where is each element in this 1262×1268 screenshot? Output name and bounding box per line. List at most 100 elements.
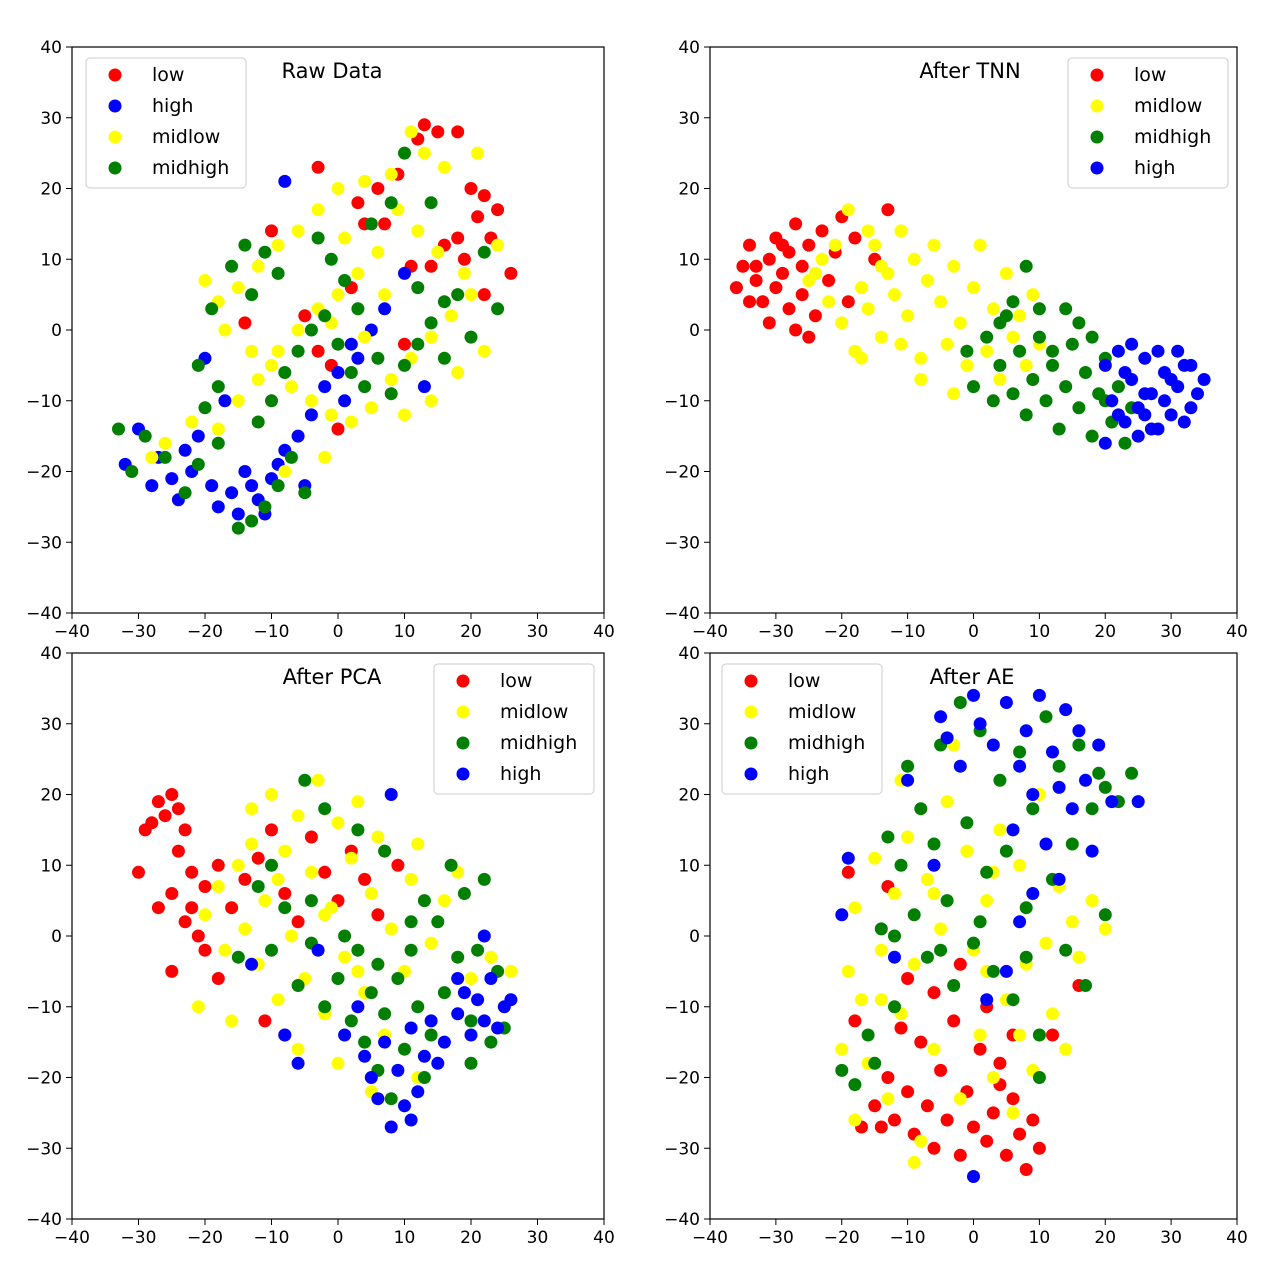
point-midlow	[980, 344, 994, 358]
point-midhigh	[471, 943, 485, 957]
point-low	[491, 203, 505, 217]
point-midlow	[947, 387, 961, 401]
point-high	[384, 1120, 398, 1134]
point-high	[417, 380, 431, 394]
series-high	[1098, 337, 1211, 450]
y-tick-label: 40	[678, 644, 700, 664]
point-low	[431, 125, 445, 139]
point-midhigh	[384, 196, 398, 210]
x-tick-label: 10	[1029, 622, 1051, 642]
point-midhigh	[1019, 259, 1033, 273]
x-tick-label: −30	[121, 622, 157, 642]
point-midhigh	[278, 366, 292, 379]
point-high	[477, 1014, 491, 1028]
x-tick-label: 40	[593, 622, 615, 642]
point-midhigh	[298, 486, 312, 500]
legend-label-high: high	[788, 763, 829, 785]
point-midhigh	[424, 196, 438, 210]
point-midhigh	[1019, 901, 1033, 915]
point-midlow	[464, 288, 478, 302]
point-midlow	[868, 238, 882, 252]
point-high	[238, 465, 252, 478]
point-low	[980, 1134, 994, 1148]
point-midhigh	[398, 358, 411, 372]
point-midlow	[271, 344, 285, 358]
point-high	[484, 972, 498, 985]
y-tick-label: 20	[678, 786, 700, 806]
point-low	[477, 189, 491, 203]
point-low	[762, 316, 776, 330]
legend-box	[1067, 57, 1229, 189]
point-midlow	[861, 224, 875, 238]
point-midlow	[894, 224, 908, 238]
point-midhigh	[953, 696, 967, 709]
point-midhigh	[1006, 387, 1020, 401]
series-midlow	[145, 125, 505, 478]
point-midhigh	[491, 302, 505, 316]
point-midlow	[364, 887, 378, 900]
point-midhigh	[271, 266, 285, 280]
legend-label-midhigh: midhigh	[500, 732, 577, 754]
point-midlow	[218, 943, 232, 957]
point-midhigh	[417, 894, 431, 908]
point-midlow	[198, 274, 212, 287]
point-midlow	[351, 795, 365, 809]
point-midlow	[218, 323, 232, 337]
point-midhigh	[1098, 780, 1112, 794]
point-low	[888, 1113, 901, 1127]
point-low	[947, 1014, 961, 1028]
point-high	[364, 1071, 378, 1084]
point-midhigh	[318, 309, 332, 323]
point-low	[993, 1056, 1007, 1070]
point-midlow	[927, 238, 941, 252]
point-midlow	[993, 373, 1007, 386]
point-midhigh	[901, 759, 915, 773]
point-low	[795, 288, 809, 302]
x-tick-label: −10	[254, 1228, 290, 1248]
point-midlow	[251, 373, 265, 386]
point-midlow	[1065, 915, 1079, 929]
point-high	[1177, 415, 1191, 429]
point-low	[953, 957, 967, 971]
point-midhigh	[1085, 429, 1099, 443]
point-high	[1138, 408, 1152, 422]
point-midhigh	[238, 238, 252, 252]
point-high	[245, 957, 259, 971]
point-high	[1138, 351, 1152, 365]
point-midhigh	[384, 387, 398, 401]
point-midlow	[934, 295, 948, 309]
point-midhigh	[437, 351, 451, 365]
point-midlow	[1006, 330, 1020, 344]
point-high	[218, 394, 232, 408]
point-low	[841, 295, 855, 309]
point-high	[1105, 394, 1119, 408]
x-tick-label: −40	[692, 1228, 728, 1248]
point-midlow	[398, 408, 411, 422]
point-midhigh	[993, 358, 1007, 372]
point-low	[999, 1148, 1013, 1162]
point-low	[258, 1014, 272, 1028]
point-high	[464, 1028, 478, 1042]
point-low	[351, 196, 365, 210]
point-midhigh	[391, 972, 405, 985]
x-tick-label: 30	[1160, 1228, 1182, 1248]
point-high	[940, 731, 954, 745]
legend: low midlow midhigh high	[1067, 57, 1229, 189]
point-midlow	[351, 266, 365, 280]
point-high	[1059, 703, 1073, 717]
point-high	[901, 773, 915, 787]
point-midlow	[986, 302, 1000, 316]
point-midlow	[384, 922, 398, 936]
x-tick-label: 40	[1226, 622, 1248, 642]
point-low	[145, 816, 159, 830]
point-midlow	[331, 288, 345, 302]
point-high	[1125, 337, 1139, 351]
x-tick-label: 30	[527, 1228, 549, 1248]
point-midlow	[404, 125, 418, 139]
x-tick-label: 0	[968, 622, 979, 642]
point-low	[1013, 1127, 1027, 1141]
x-tick-label: 0	[333, 1228, 344, 1248]
point-midhigh	[331, 337, 345, 351]
x-tick-label: 30	[527, 622, 549, 642]
